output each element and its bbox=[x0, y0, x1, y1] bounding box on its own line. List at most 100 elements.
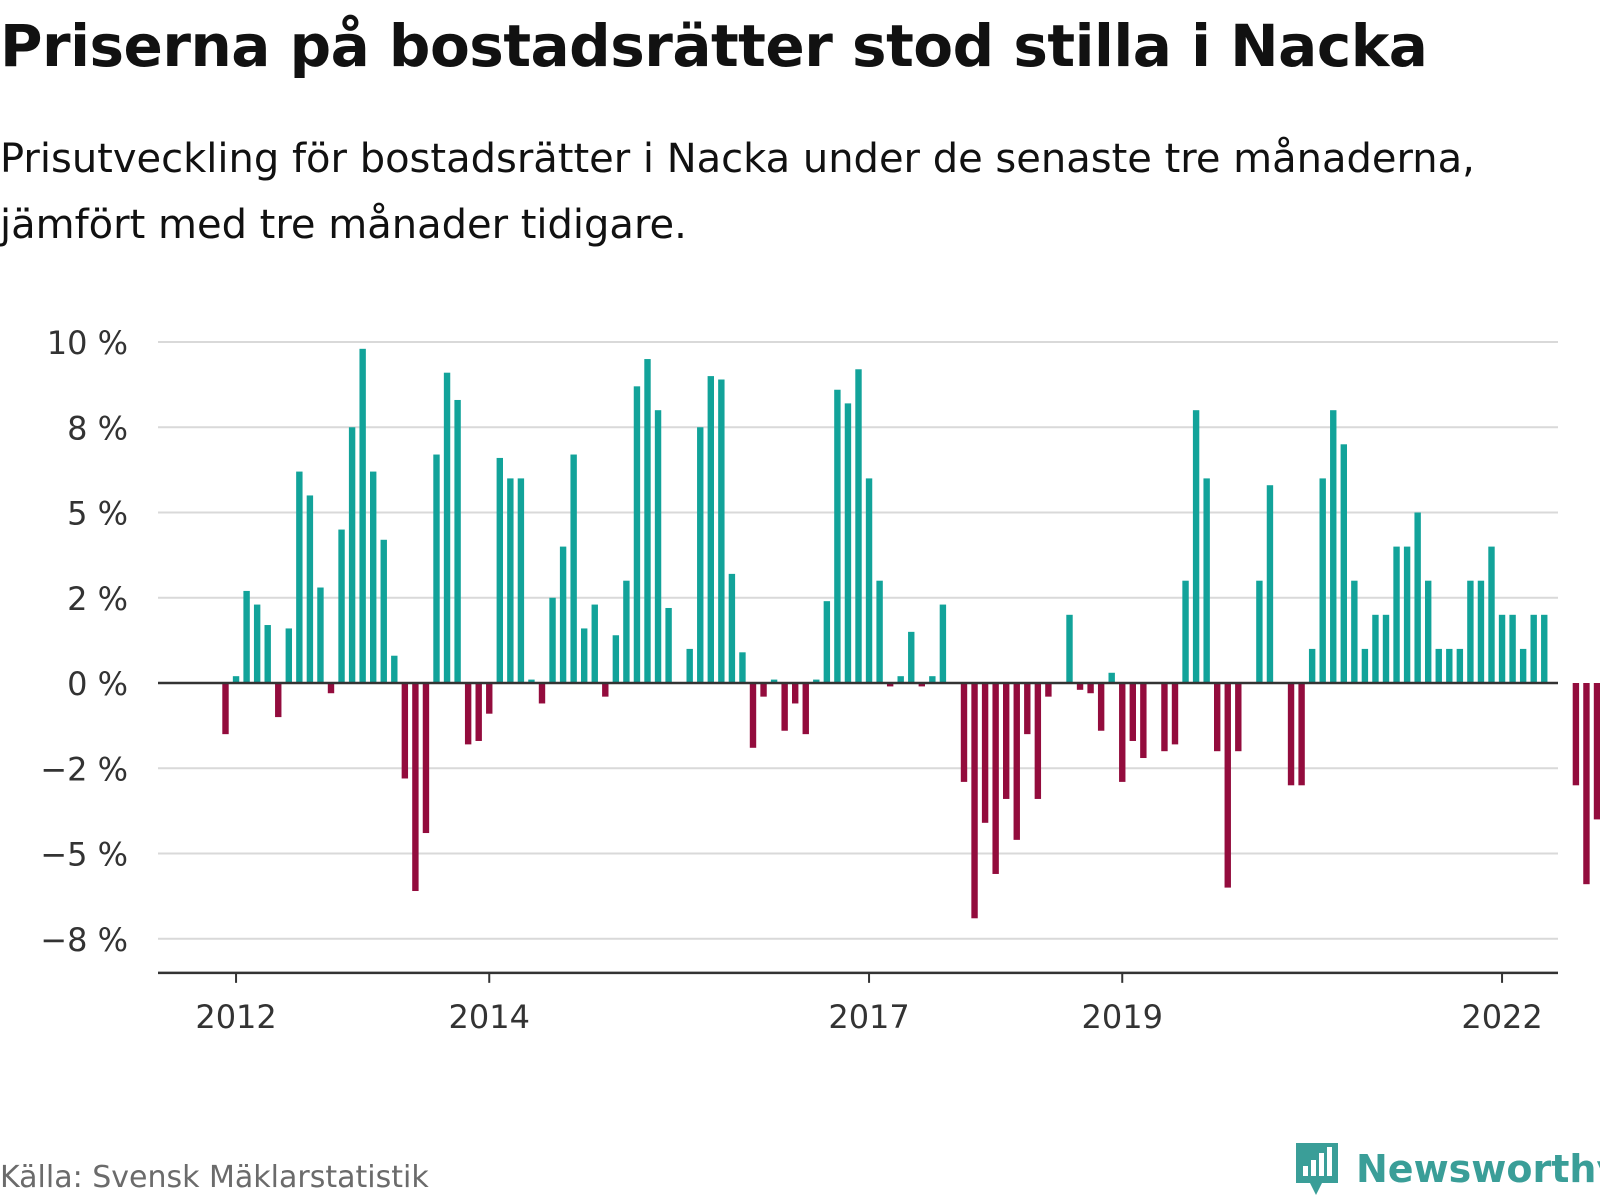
bar-positive bbox=[433, 454, 440, 683]
bar-negative bbox=[602, 683, 609, 697]
bar-negative bbox=[1171, 683, 1179, 745]
bar-negative bbox=[1076, 683, 1084, 690]
y-tick-label: 8 % bbox=[67, 409, 128, 447]
bar-positive bbox=[876, 580, 883, 683]
bar-positive bbox=[897, 676, 904, 683]
bar-negative bbox=[475, 683, 482, 741]
bar-negative bbox=[1003, 683, 1010, 799]
bar-positive bbox=[338, 529, 345, 683]
bar-negative bbox=[792, 683, 799, 704]
bar-positive bbox=[296, 471, 303, 683]
bar-negative bbox=[1298, 683, 1305, 786]
bar-positive bbox=[865, 478, 873, 683]
bar-positive bbox=[559, 546, 567, 683]
bar-negative bbox=[1287, 683, 1295, 786]
bar-chart: 10 % 8 % 5 % 2 % 0 % −2 % −5 % −8 % 2012 2014 201… bbox=[40, 324, 1600, 1036]
bar-negative bbox=[422, 683, 430, 834]
bar-positive bbox=[612, 635, 620, 683]
x-axis-ticks: 201220142017201920222024 bbox=[195, 972, 1543, 1036]
bar-negative bbox=[1024, 683, 1031, 735]
x-tick-label: 2012 bbox=[195, 998, 276, 1036]
bar-positive bbox=[253, 604, 261, 683]
bar-positive bbox=[549, 597, 556, 683]
bar-positive bbox=[1203, 478, 1210, 683]
bar-positive bbox=[654, 410, 662, 683]
bar-positive bbox=[1192, 410, 1200, 683]
bar-negative bbox=[960, 683, 968, 782]
y-tick-label: 2 % bbox=[67, 580, 128, 618]
bar-positive bbox=[570, 454, 577, 683]
bar-negative bbox=[918, 683, 925, 687]
bars bbox=[222, 348, 1600, 919]
bar-negative bbox=[1119, 683, 1126, 782]
bar-negative bbox=[1593, 683, 1600, 820]
x-tick-label: 2017 bbox=[828, 998, 909, 1036]
newsworthy-logo[interactable]: Newsworthy bbox=[1292, 1139, 1600, 1199]
bar-positive bbox=[728, 573, 736, 683]
bar-positive bbox=[581, 628, 588, 683]
bar-positive bbox=[718, 379, 725, 683]
brand-name: Newsworthy bbox=[1356, 1147, 1600, 1191]
y-tick-label: 5 % bbox=[67, 495, 128, 533]
bar-positive bbox=[697, 427, 704, 683]
bar-positive bbox=[517, 478, 525, 683]
y-tick-label: −5 % bbox=[40, 836, 128, 874]
bar-positive bbox=[834, 389, 841, 683]
bar-negative bbox=[1224, 683, 1231, 888]
bar-positive bbox=[1308, 648, 1316, 683]
bar-positive bbox=[1414, 512, 1421, 683]
bar-positive bbox=[528, 679, 535, 683]
bar-negative bbox=[538, 683, 546, 704]
bar-negative bbox=[886, 683, 894, 687]
y-tick-label: 10 % bbox=[47, 324, 128, 362]
bar-positive bbox=[929, 676, 936, 683]
bar-positive bbox=[644, 359, 651, 683]
bar-negative bbox=[412, 683, 419, 892]
bar-negative bbox=[401, 683, 409, 779]
bar-positive bbox=[1509, 614, 1516, 683]
bar-positive bbox=[686, 648, 693, 683]
bar-positive bbox=[1519, 648, 1527, 683]
bar-positive bbox=[665, 607, 672, 683]
bar-positive bbox=[391, 655, 398, 683]
bar-negative bbox=[1013, 683, 1020, 840]
bar-positive bbox=[1182, 580, 1189, 683]
bar-positive bbox=[1477, 580, 1485, 683]
bar-negative bbox=[1140, 683, 1147, 759]
bar-positive bbox=[1340, 444, 1347, 683]
x-tick-label: 2014 bbox=[449, 998, 530, 1036]
bar-positive bbox=[1108, 672, 1115, 683]
bar-positive bbox=[1403, 546, 1411, 683]
bar-positive bbox=[317, 587, 324, 683]
y-tick-label: −2 % bbox=[40, 750, 128, 788]
bar-negative bbox=[1045, 683, 1052, 697]
bar-positive bbox=[1372, 614, 1379, 683]
bar-positive bbox=[1488, 546, 1495, 683]
bar-positive bbox=[707, 376, 714, 683]
bar-positive bbox=[1393, 546, 1400, 683]
bar-positive bbox=[370, 471, 377, 683]
bar-positive bbox=[496, 457, 503, 683]
bar-positive bbox=[844, 403, 852, 683]
bar-negative bbox=[992, 683, 999, 874]
x-tick-label: 2019 bbox=[1082, 998, 1163, 1036]
bar-positive bbox=[908, 631, 915, 683]
bar-positive bbox=[770, 679, 778, 683]
bar-positive bbox=[1456, 648, 1464, 683]
bar-negative bbox=[1583, 683, 1590, 885]
chart-subtitle: Prisutveckling för bostadsrätter i Nacka… bbox=[0, 136, 1475, 248]
bar-negative bbox=[802, 683, 809, 735]
bar-negative bbox=[1161, 683, 1168, 752]
bar-positive bbox=[591, 604, 598, 683]
bar-positive bbox=[285, 628, 292, 683]
bar-negative bbox=[1097, 683, 1105, 731]
bar-negative bbox=[1235, 683, 1242, 752]
bar-negative bbox=[222, 683, 229, 735]
bar-positive bbox=[243, 590, 250, 683]
bar-positive bbox=[348, 427, 356, 683]
bar-negative bbox=[971, 683, 978, 919]
bar-positive bbox=[1382, 614, 1390, 683]
bar-positive bbox=[739, 652, 746, 683]
bar-positive bbox=[633, 386, 641, 683]
bar-positive bbox=[1435, 648, 1442, 683]
